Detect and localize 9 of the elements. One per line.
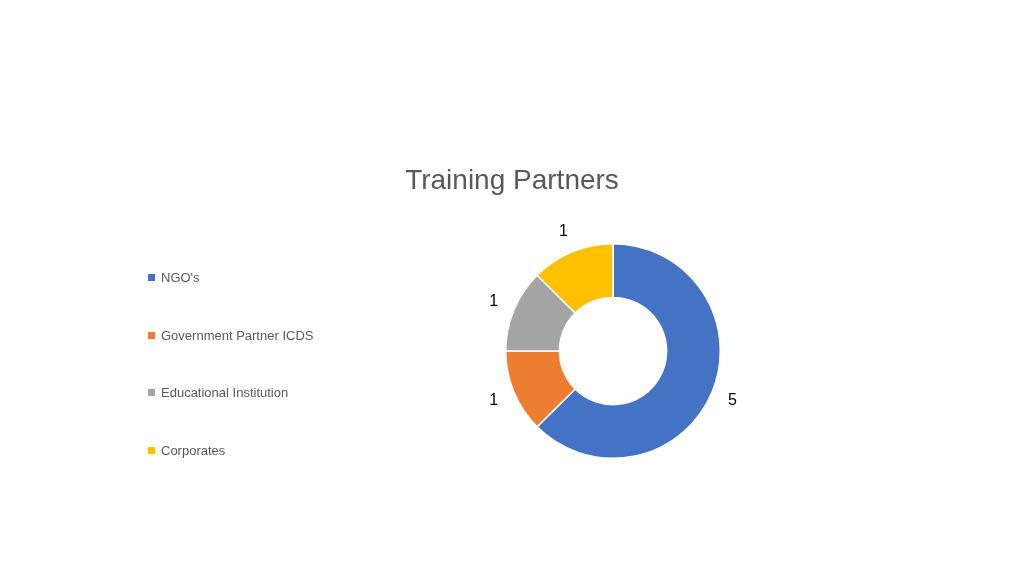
- legend-label: Educational Institution: [161, 385, 289, 401]
- legend-label: Corporates: [161, 443, 226, 459]
- data-label: 1: [489, 390, 499, 408]
- data-label: 1: [559, 221, 569, 239]
- chart-title: Training Partners: [404, 164, 620, 196]
- data-label: 1: [489, 291, 499, 309]
- legend-label: NGO's: [161, 270, 200, 285]
- data-label: 5: [727, 390, 737, 408]
- legend-label: Government Partner ICDS: [161, 327, 314, 343]
